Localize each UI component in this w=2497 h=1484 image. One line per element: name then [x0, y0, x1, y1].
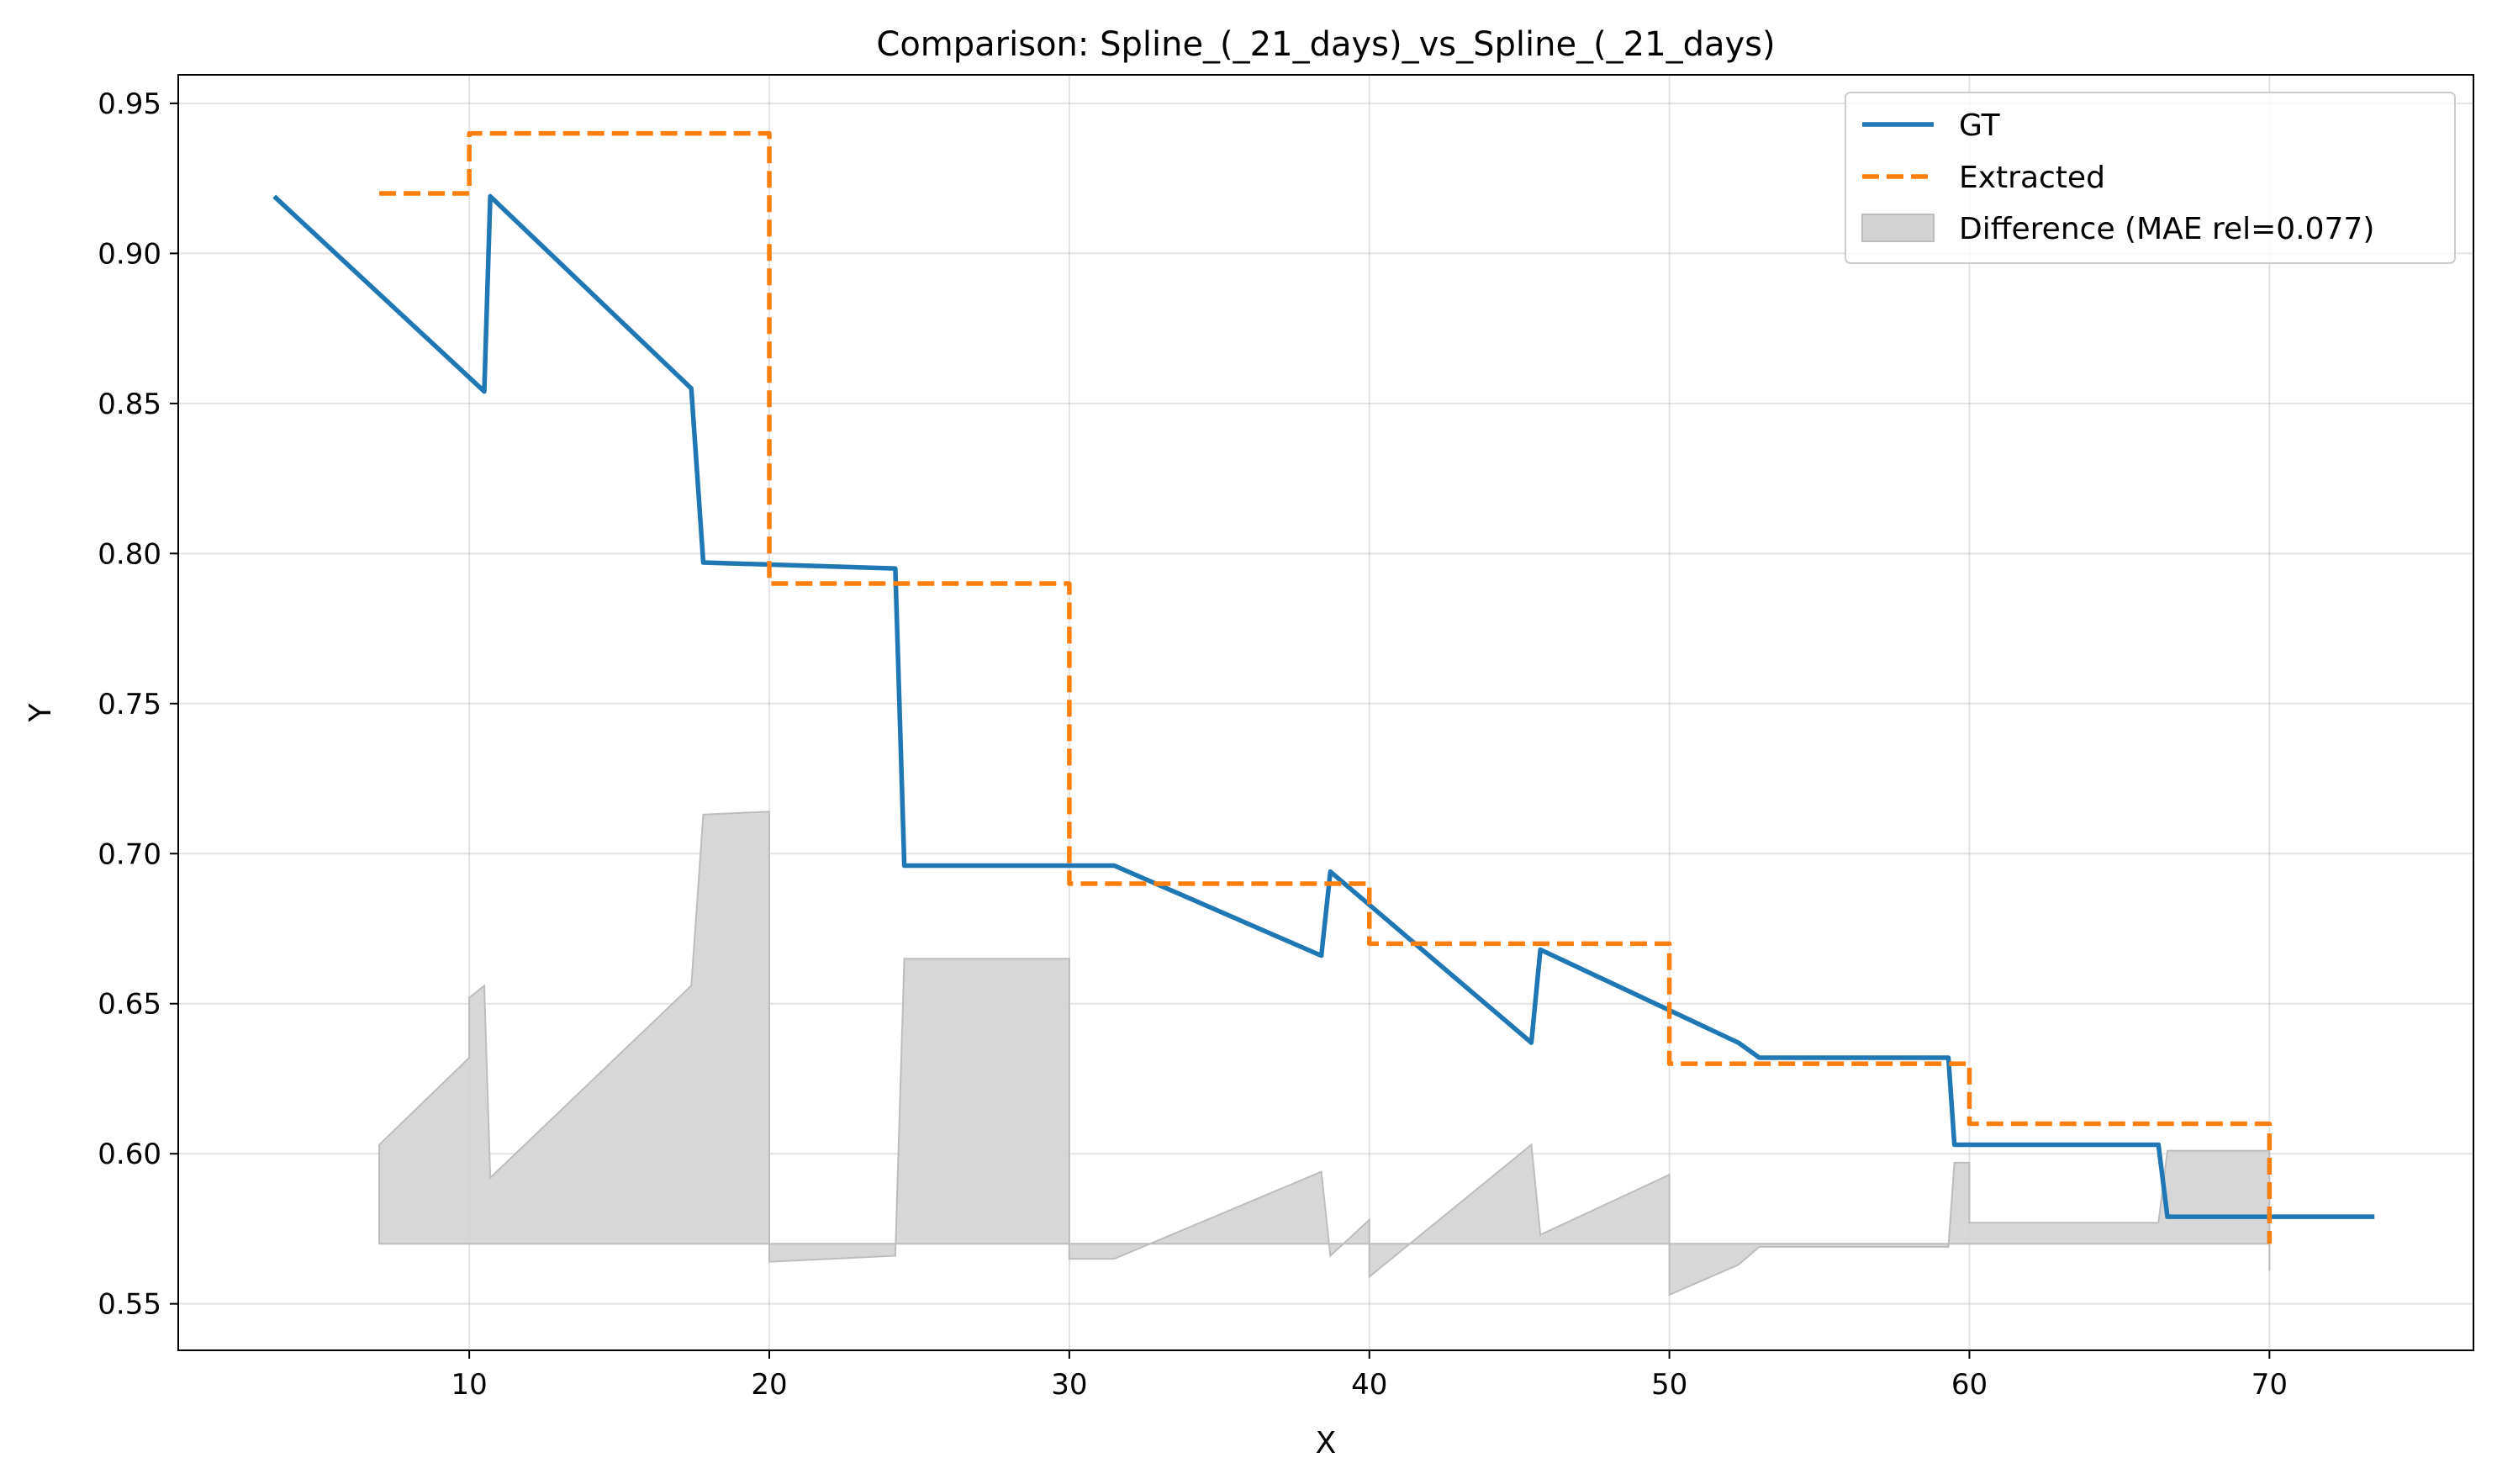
legend-label-extracted: Extracted — [1959, 161, 2105, 195]
legend-swatch-difference — [1861, 214, 1935, 242]
x-tick-label: 40 — [1351, 1368, 1387, 1402]
y-tick-label: 0.95 — [98, 87, 161, 121]
x-tick-label: 20 — [751, 1368, 787, 1402]
y-tick-label: 0.60 — [98, 1138, 161, 1171]
x-tick-label: 70 — [2252, 1368, 2288, 1402]
chart-title: Comparison: Spline_(_21_days)_vs_Spline_… — [876, 25, 1775, 64]
y-tick-label: 0.90 — [98, 237, 161, 271]
legend-label-gt: GT — [1959, 108, 2001, 143]
y-tick-label: 0.70 — [98, 837, 161, 871]
series-line-gt — [272, 193, 2375, 1219]
y-axis-label: Y — [24, 703, 58, 723]
y-tick-label: 0.85 — [98, 388, 161, 421]
y-tick-label: 0.55 — [98, 1288, 161, 1322]
difference-fill — [378, 811, 2271, 1297]
y-tick-label: 0.80 — [98, 537, 161, 571]
legend-label-difference: Difference (MAE rel=0.077) — [1959, 212, 2374, 246]
difference-area — [378, 811, 2271, 1297]
x-tick-label: 10 — [451, 1368, 488, 1402]
series-line-extracted — [379, 130, 2273, 1244]
x-tick-label: 30 — [1051, 1368, 1087, 1402]
axes: 10 20 30 40 50 60 70 0.55 0.60 0.65 0.70 0.75 0.80 0.… — [98, 87, 2288, 1402]
plot-frame — [177, 74, 2474, 1351]
x-tick-label: 60 — [1951, 1368, 1988, 1402]
x-tick-label: 50 — [1651, 1368, 1687, 1402]
y-tick-label: 0.65 — [98, 988, 161, 1022]
y-tick-label: 0.75 — [98, 688, 161, 721]
series-lines — [272, 130, 2375, 1244]
legend: GT Extracted Difference (MAE rel=0.077) — [1845, 92, 2456, 264]
x-axis-label: X — [1316, 1426, 1337, 1460]
legend-box — [1845, 92, 2456, 264]
